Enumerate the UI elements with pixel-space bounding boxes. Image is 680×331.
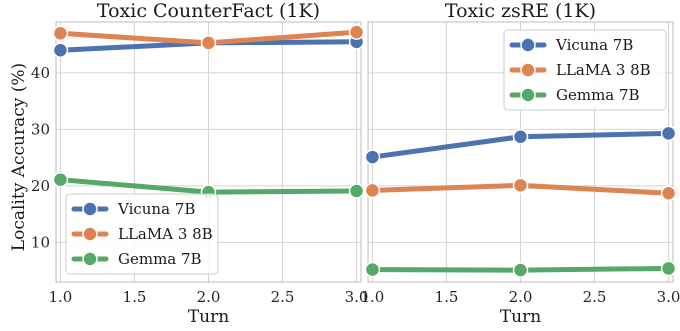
legend-item-gemma-7b: Gemma 7B [509, 86, 640, 104]
y-tick-label: 10 [31, 233, 50, 251]
data-point [512, 128, 529, 145]
data-point [660, 260, 677, 277]
legend-label: LLaMA 3 8B [118, 225, 213, 243]
plot-frame [55, 21, 362, 283]
legend-item-llama-3-8b: LLaMA 3 8B [509, 61, 651, 79]
x-tick-label: 3.0 [657, 288, 680, 306]
y-axis-label: Locality Accuracy (%) [9, 63, 29, 251]
legend: Vicuna 7B LLaMA 3 8B Gemma 7B [65, 193, 219, 275]
data-point [52, 171, 69, 188]
legend-marker [520, 62, 536, 78]
x-tick-label: 1.0 [361, 288, 385, 306]
data-point [348, 24, 365, 40]
legend-marker [520, 37, 536, 53]
x-axis-label: Turn [500, 307, 541, 327]
x-tick-label: 3.0 [345, 288, 369, 306]
y-tick-label: 40 [31, 64, 50, 82]
data-point [364, 261, 381, 278]
series-llama-3-8b [52, 24, 365, 51]
y-tick-label: 20 [31, 177, 50, 195]
series-llama-3-8b [364, 177, 677, 202]
x-tick-label: 2.0 [509, 288, 533, 306]
legend-marker [82, 226, 98, 242]
legend-label: Vicuna 7B [117, 200, 195, 218]
legend-marker [82, 251, 98, 267]
data-point [52, 25, 69, 42]
legend-marker [520, 87, 536, 103]
x-tick-label: 1.5 [435, 288, 459, 306]
legend-label: Gemma 7B [118, 250, 202, 268]
legend-box [503, 29, 667, 111]
series-vicuna-7b [364, 125, 677, 165]
x-tick-label: 2.0 [197, 288, 221, 306]
data-point [364, 149, 381, 165]
legend-label: Gemma 7B [556, 86, 640, 104]
data-point [660, 185, 677, 202]
x-tick-label: 2.5 [271, 288, 295, 306]
x-tick-label: 1.0 [49, 288, 73, 306]
legend-marker [82, 201, 98, 217]
data-point [348, 183, 365, 199]
data-point [200, 35, 217, 51]
legend-item-gemma-7b: Gemma 7B [71, 250, 202, 268]
legend-item-vicuna-7b: Vicuna 7B [509, 36, 633, 54]
data-point [660, 125, 677, 142]
y-tick-label: 30 [31, 120, 50, 138]
data-point [512, 262, 529, 278]
legend-label: LLaMA 3 8B [556, 61, 651, 79]
x-tick-label: 1.5 [123, 288, 147, 306]
panel-toxic-zsre: 1.0 1.5 2.0 2.5 3.0 Toxic zsRE (1K) Turn Vicuna… [361, 0, 680, 327]
legend-box [65, 193, 219, 275]
x-tick-label: 2.5 [583, 288, 607, 306]
data-point [52, 42, 69, 59]
legend-item-llama-3-8b: LLaMA 3 8B [71, 225, 213, 243]
data-point [512, 177, 529, 194]
legend: Vicuna 7B LLaMA 3 8B Gemma 7B [503, 29, 667, 111]
series-gemma-7b [52, 171, 365, 200]
legend-item-vicuna-7b: Vicuna 7B [71, 200, 195, 218]
panel-title: Toxic CounterFact (1K) [97, 0, 320, 22]
panel-toxic-counterfact: 1.0 1.5 2.0 2.5 3.0 10 20 30 40 Toxic CounterFact… [31, 0, 369, 327]
panel-title: Toxic zsRE (1K) [445, 0, 596, 22]
data-point [364, 182, 381, 199]
series-gemma-7b [364, 260, 677, 278]
legend-label: Vicuna 7B [555, 36, 633, 54]
x-axis-label: Turn [188, 307, 229, 327]
